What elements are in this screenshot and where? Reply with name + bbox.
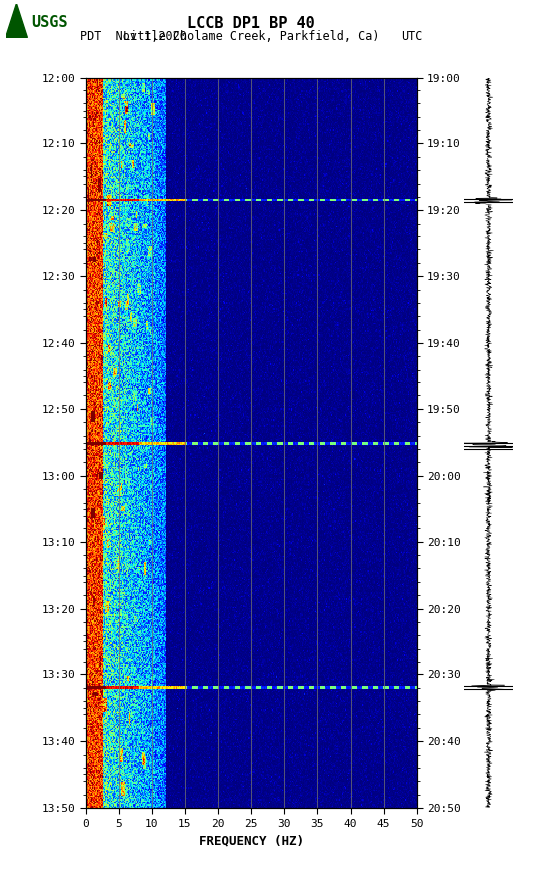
Polygon shape: [6, 4, 28, 38]
Text: LCCB DP1 BP 40: LCCB DP1 BP 40: [187, 16, 315, 31]
X-axis label: FREQUENCY (HZ): FREQUENCY (HZ): [199, 834, 304, 847]
Text: PDT  Nov 1,2020: PDT Nov 1,2020: [80, 29, 187, 43]
Text: Little Cholame Creek, Parkfield, Ca): Little Cholame Creek, Parkfield, Ca): [123, 29, 379, 43]
Text: USGS: USGS: [31, 15, 67, 29]
Text: UTC: UTC: [401, 29, 422, 43]
